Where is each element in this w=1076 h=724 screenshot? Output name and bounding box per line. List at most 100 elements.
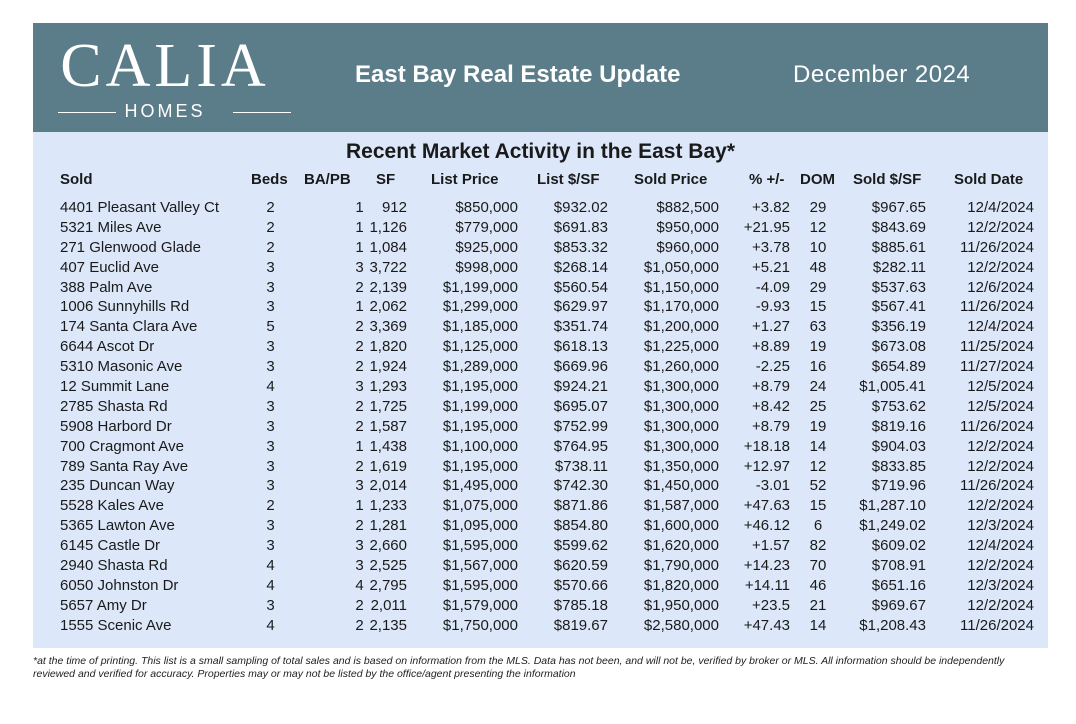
table-header: Sold Beds BA/PB SF List Price List $/SF … — [33, 170, 1048, 192]
cell-ba-pb: 3 — [355, 537, 364, 555]
cell-list-price: $925,000 — [455, 238, 518, 256]
table-row: 700 Cragmont Ave 3 1 1,438 $1,100,000 $764.95… — [33, 437, 1048, 457]
cell-list-per-sf: $351.74 — [553, 318, 608, 336]
cell-sold-price: $1,300,000 — [643, 397, 719, 415]
cell-ba-pb: 2 — [355, 417, 364, 435]
cell-ba-pb: 2 — [355, 616, 364, 634]
cell-percent-change: +8.79 — [752, 417, 790, 435]
cell-address: 5321 Miles Ave — [60, 218, 162, 236]
cell-sold-price: $960,000 — [656, 238, 719, 256]
cell-list-per-sf: $764.95 — [553, 437, 608, 455]
cell-dom: 15 — [809, 497, 827, 515]
cell-sold-price: $1,200,000 — [643, 318, 719, 336]
cell-address: 5310 Masonic Ave — [60, 358, 183, 376]
cell-ba-pb: 3 — [355, 258, 364, 276]
cell-beds: 2 — [266, 199, 275, 216]
table-row: 12 Summit Lane 4 3 1,293 $1,195,000 $924.21 $1… — [33, 377, 1048, 397]
cell-list-price: $1,125,000 — [442, 338, 518, 356]
cell-percent-change: +18.18 — [743, 437, 790, 455]
cell-sold-price: $1,300,000 — [643, 437, 719, 455]
cell-list-per-sf: $669.96 — [553, 358, 608, 376]
cell-sf: 1,281 — [369, 517, 407, 535]
cell-sold-date: 11/26/2024 — [960, 417, 1034, 435]
cell-ba-pb: 2 — [355, 338, 364, 356]
cell-sf: 1,725 — [369, 397, 407, 415]
cell-list-price: $1,199,000 — [442, 397, 518, 415]
table-row: 1006 Sunnyhills Rd 3 1 2,062 $1,299,000 $629.… — [33, 297, 1048, 317]
cell-address: 5528 Kales Ave — [60, 497, 164, 515]
cell-list-per-sf: $853.32 — [553, 238, 608, 256]
col-header-list-price: List Price — [431, 171, 499, 188]
col-header-list-per-sf: List $/SF — [537, 171, 600, 188]
cell-beds: 4 — [266, 378, 275, 396]
cell-sf: 2,525 — [369, 557, 407, 575]
cell-beds: 3 — [266, 457, 275, 475]
cell-ba-pb: 1 — [355, 238, 364, 256]
cell-address: 2785 Shasta Rd — [60, 397, 168, 415]
cell-sold-price: $882,500 — [656, 199, 719, 216]
cell-sold-date: 12/2/2024 — [967, 218, 1034, 236]
cell-sf: 2,011 — [370, 596, 407, 614]
cell-sold-per-sf: $537.63 — [871, 278, 926, 296]
cell-beds: 2 — [266, 218, 275, 236]
cell-sold-date: 12/2/2024 — [967, 437, 1034, 455]
cell-sold-date: 12/2/2024 — [967, 497, 1034, 515]
cell-sold-per-sf: $356.19 — [871, 318, 926, 336]
cell-dom: 19 — [809, 338, 827, 356]
table-row: 5528 Kales Ave 2 1 1,233 $1,075,000 $871.86 $1… — [33, 496, 1048, 516]
cell-sf: 1,084 — [369, 238, 407, 256]
cell-list-price: $1,595,000 — [442, 537, 518, 555]
cell-list-per-sf: $570.66 — [553, 576, 608, 594]
cell-address: 5657 Amy Dr — [60, 596, 147, 614]
cell-ba-pb: 1 — [355, 497, 364, 515]
cell-address: 1006 Sunnyhills Rd — [60, 298, 190, 316]
cell-dom: 82 — [809, 537, 827, 555]
cell-beds: 3 — [266, 298, 275, 316]
cell-list-price: $1,199,000 — [442, 278, 518, 296]
cell-address: 789 Santa Ray Ave — [60, 457, 189, 475]
cell-sold-per-sf: $753.62 — [871, 397, 926, 415]
cell-percent-change: +46.12 — [743, 517, 790, 535]
table-row: 5310 Masonic Ave 3 2 1,924 $1,289,000 $669.96… — [33, 357, 1048, 377]
logo-wordmark: CALIA — [60, 32, 270, 100]
cell-sold-price: $2,580,000 — [643, 616, 719, 634]
cell-list-price: $779,000 — [455, 218, 518, 236]
cell-dom: 21 — [809, 596, 827, 614]
cell-list-per-sf: $620.59 — [553, 557, 608, 575]
cell-beds: 4 — [266, 616, 275, 634]
cell-beds: 4 — [266, 576, 275, 594]
cell-address: 12 Summit Lane — [60, 378, 170, 396]
table-row: 5365 Lawton Ave 3 2 1,281 $1,095,000 $854.80 $… — [33, 516, 1048, 536]
cell-ba-pb: 2 — [355, 397, 364, 415]
cell-sold-price: $1,050,000 — [643, 258, 719, 276]
cell-list-price: $1,195,000 — [442, 457, 518, 475]
cell-ba-pb: 2 — [355, 517, 364, 535]
cell-sold-price: $1,170,000 — [643, 298, 719, 316]
cell-sold-per-sf: $904.03 — [871, 437, 926, 455]
cell-sold-price: $1,300,000 — [643, 417, 719, 435]
cell-sf: 2,135 — [369, 616, 407, 634]
cell-percent-change: -3.01 — [755, 477, 790, 495]
cell-percent-change: +23.5 — [752, 596, 790, 614]
cell-address: 235 Duncan Way — [60, 477, 175, 495]
table-row: 6145 Castle Dr 3 3 2,660 $1,595,000 $599.62 $1… — [33, 536, 1048, 556]
table-row: 388 Palm Ave 3 2 2,139 $1,199,000 $560.54 $1,1… — [33, 278, 1048, 298]
cell-list-price: $1,595,000 — [442, 576, 518, 594]
cell-address: 4401 Pleasant Valley Ct — [60, 199, 219, 216]
cell-sf: 3,722 — [369, 258, 407, 276]
cell-sold-per-sf: $708.91 — [871, 557, 926, 575]
cell-ba-pb: 3 — [355, 557, 364, 575]
cell-ba-pb: 2 — [355, 358, 364, 376]
cell-dom: 70 — [809, 557, 827, 575]
cell-sold-per-sf: $719.96 — [871, 477, 926, 495]
cell-ba-pb: 2 — [355, 457, 364, 475]
cell-list-price: $1,100,000 — [442, 437, 518, 455]
cell-beds: 4 — [266, 557, 275, 575]
cell-sold-price: $1,225,000 — [643, 338, 719, 356]
cell-dom: 25 — [809, 397, 827, 415]
cell-list-per-sf: $819.67 — [553, 616, 608, 634]
cell-list-price: $1,185,000 — [442, 318, 518, 336]
cell-percent-change: +8.42 — [752, 397, 790, 415]
cell-dom: 16 — [809, 358, 827, 376]
cell-address: 6145 Castle Dr — [60, 537, 161, 555]
